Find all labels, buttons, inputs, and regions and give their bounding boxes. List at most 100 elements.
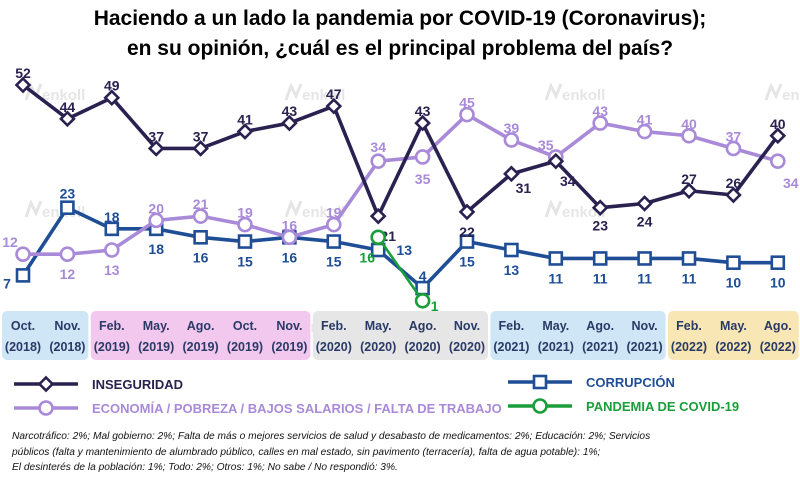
legend-label: CORRUPCIÓN (586, 375, 675, 390)
data-label: 45 (459, 95, 475, 111)
data-point (369, 207, 387, 225)
data-point (414, 292, 431, 309)
footnote-line2: públicos (falta y mantenimiento de alumb… (12, 446, 601, 458)
data-point (15, 268, 31, 283)
legend-item: CORRUPCIÓN (508, 374, 675, 390)
x-tick-month: Feb. (499, 319, 525, 333)
watermark-logo-icon (544, 82, 563, 101)
x-tick-year: (2018) (49, 340, 85, 354)
x-tick-label: Oct. (2019) (227, 319, 263, 354)
data-point (636, 195, 653, 212)
x-tick-month: May. (542, 319, 569, 333)
data-label: 16 (359, 249, 375, 265)
data-label: 40 (681, 116, 697, 132)
data-label: 43 (282, 103, 298, 119)
data-point (591, 199, 609, 217)
series-line (377, 236, 424, 302)
x-tick-label: Feb. (2019) (94, 319, 130, 354)
x-tick-year: (2019) (227, 340, 263, 354)
data-label: 13 (504, 262, 520, 278)
data-label: 37 (726, 128, 742, 144)
data-point (325, 97, 343, 115)
data-label: 27 (681, 171, 697, 187)
data-label: 26 (726, 175, 742, 191)
x-tick-label: May. (2021) (538, 319, 574, 354)
data-label: 11 (593, 270, 608, 286)
data-label: 43 (415, 103, 431, 119)
data-point (769, 127, 787, 145)
data-point (192, 208, 209, 224)
x-tick-year: (2020) (360, 340, 396, 354)
watermark: enkoll (544, 82, 605, 104)
x-tick-month: Oct. (233, 319, 257, 333)
data-label: 16 (282, 249, 298, 265)
year-band-2020 (312, 311, 488, 360)
data-label: 24 (637, 213, 653, 229)
x-tick-month: Nov. (54, 319, 80, 333)
data-point (192, 140, 209, 157)
data-point (681, 127, 697, 144)
data-label: 23 (592, 218, 608, 234)
legend-marker (532, 374, 548, 390)
watermark: enkoll (284, 199, 345, 221)
data-label: 7 (3, 275, 11, 291)
data-point (104, 242, 120, 258)
data-label: 21 (193, 196, 209, 212)
data-label: 47 (326, 86, 342, 102)
data-point (326, 234, 342, 249)
data-point (281, 229, 298, 246)
data-point (547, 152, 565, 170)
series-pandemia-de-covid-19: 16 1 (359, 229, 439, 314)
x-tick-month: May. (720, 319, 747, 333)
x-tick-month: Feb. (321, 319, 347, 333)
legend-item: ECONOMÍA / POBREZA / BAJOS SALARIOS / FA… (14, 400, 502, 416)
x-tick-year: (2022) (715, 340, 751, 354)
data-point (104, 221, 120, 237)
x-tick-year: (2021) (627, 340, 663, 354)
data-label: 11 (682, 270, 697, 286)
x-tick-year: (2020) (316, 340, 352, 354)
data-point (414, 114, 431, 132)
data-label: 13 (396, 242, 412, 258)
data-point (769, 153, 786, 169)
x-tick-year: (2021) (582, 340, 618, 354)
x-tick-month: Ago. (586, 319, 614, 333)
legend-item: PANDEMIA DE COVID-19 (508, 398, 739, 414)
data-label: 34 (370, 139, 386, 155)
data-label: 16 (193, 249, 209, 265)
series-inseguridad: 52 44 49 37 37 41 43 47 21 43 22 31 34 23 24 27 26 40 (14, 65, 787, 244)
x-tick-label: Ago. (2020) (405, 319, 441, 354)
x-tick-month: Nov. (454, 319, 480, 333)
data-point (459, 106, 475, 123)
legend-label: PANDEMIA DE COVID-19 (586, 399, 739, 414)
year-band-2021 (490, 311, 666, 360)
x-tick-label: Nov. (2018) (49, 319, 85, 354)
data-label: 15 (459, 254, 475, 270)
data-label: 19 (237, 205, 253, 221)
year-band-2022 (668, 311, 799, 360)
x-tick-label: May. (2022) (715, 319, 751, 354)
watermark-logo-icon (284, 82, 303, 101)
data-label: 1 (431, 298, 439, 314)
x-tick-label: May. (2019) (138, 319, 174, 354)
x-tick-label: Ago. (2022) (760, 319, 796, 354)
data-point (726, 255, 741, 270)
data-point (725, 140, 742, 157)
data-point (592, 251, 608, 266)
data-label: 34 (783, 175, 799, 191)
watermark-logo-icon (764, 82, 783, 101)
series-line (21, 83, 780, 218)
data-label: 15 (326, 254, 342, 270)
chart-title-line1: Haciendo a un lado la pandemia por COVID… (93, 7, 707, 30)
x-tick-label: Ago. (2021) (582, 319, 618, 354)
x-tick-month: May. (365, 319, 392, 333)
x-tick-label: Nov. (2020) (449, 319, 485, 354)
data-label: 35 (415, 171, 431, 187)
series-line (23, 112, 779, 257)
x-tick-year: (2021) (493, 340, 529, 354)
data-point (414, 149, 431, 165)
data-label: 10 (726, 275, 742, 291)
watermark-logo-icon (284, 199, 303, 218)
x-tick-year: (2020) (449, 340, 485, 354)
data-point (237, 216, 253, 233)
